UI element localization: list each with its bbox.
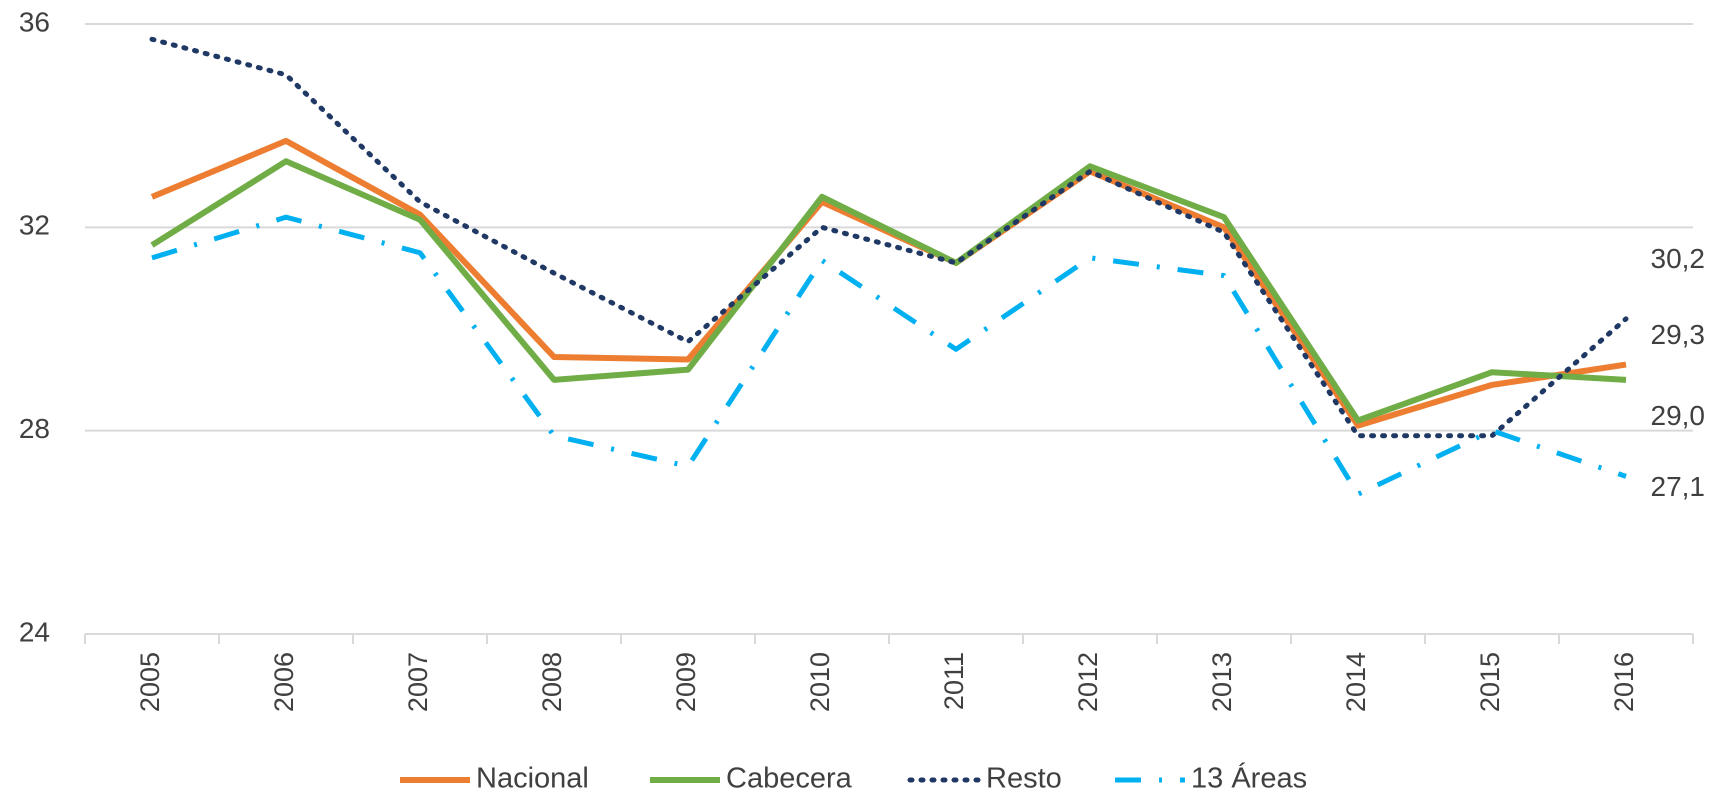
data-label: 30,2 [1651,243,1706,274]
x-tick-label: 2016 [1609,652,1639,712]
y-tick-label: 36 [19,6,50,37]
series-line [150,137,1627,429]
y-tick-label: 32 [19,210,50,241]
legend-label: Cabecera [726,763,853,795]
x-tick-label: 2011 [939,652,969,710]
data-label: 29,0 [1651,400,1706,431]
series-line [150,158,1627,424]
legend-label: Resto [986,763,1062,795]
x-tick-label: 2013 [1207,652,1237,712]
y-tick-label: 24 [19,616,50,647]
legend-label: Nacional [476,763,589,795]
x-tick-label: 2010 [805,652,835,712]
series-line [149,36,1629,439]
y-tick-label: 28 [19,413,50,444]
series-line [151,214,1627,497]
x-tick-label: 2015 [1475,652,1505,712]
x-tick-label: 2007 [403,652,433,712]
x-tick-label: 2008 [537,652,567,712]
x-tick-label: 2005 [135,652,165,712]
x-tick-label: 2012 [1073,652,1103,712]
x-tick-label: 2009 [671,652,701,712]
data-label: 29,3 [1651,319,1706,350]
x-tick-label: 2014 [1341,652,1371,712]
data-label: 27,1 [1651,471,1706,502]
x-tick-label: 2006 [269,652,299,712]
legend-label: 13 Áreas [1191,762,1307,795]
